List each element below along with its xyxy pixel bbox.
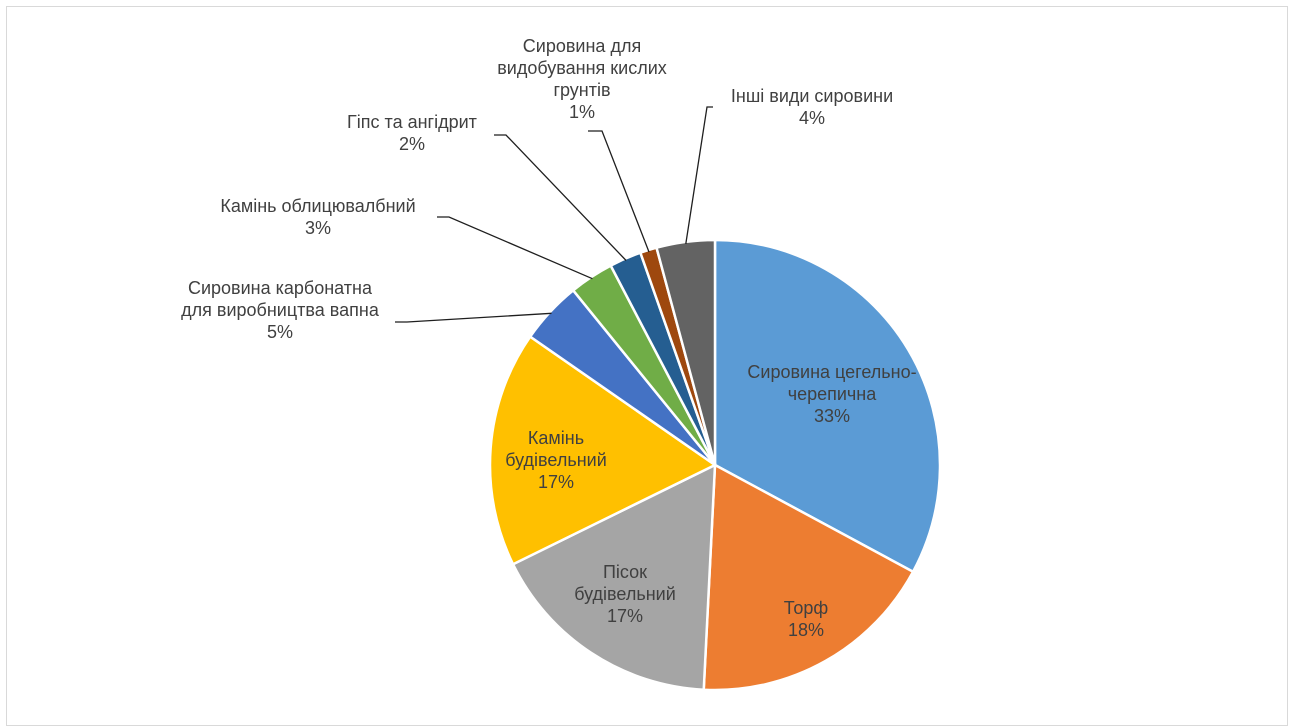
slice-label: Сировина цегельно-черепична 33% bbox=[747, 362, 916, 426]
leader-line bbox=[437, 216, 593, 280]
slice-label: Камінь будівельний 17% bbox=[505, 428, 607, 492]
slice-label: Камінь облицювалбний 3% bbox=[220, 196, 415, 238]
pie-chart: Сировина цегельно-черепична 33% Торф 18% Піс… bbox=[181, 36, 942, 692]
leader-line bbox=[494, 134, 627, 261]
leader-line bbox=[395, 312, 552, 323]
pie-slice bbox=[713, 238, 942, 574]
slice-label: Сировина карбонатна для виробництва вапна… bbox=[181, 278, 380, 342]
slice-label: Торф 18% bbox=[784, 598, 829, 640]
leader-line bbox=[588, 130, 650, 253]
slice-label: Сировина для видобування кислих грунтів 1% bbox=[497, 36, 667, 122]
slice-label: Інші види сировини 4% bbox=[731, 86, 893, 128]
pie-slice bbox=[702, 462, 915, 692]
leader-line bbox=[685, 106, 713, 244]
pie-slice bbox=[511, 462, 717, 692]
slice-label: Гіпс та ангідрит 2% bbox=[347, 112, 477, 154]
slice-label: Пісок будівельний 17% bbox=[574, 562, 676, 626]
pie-slice bbox=[488, 334, 718, 566]
